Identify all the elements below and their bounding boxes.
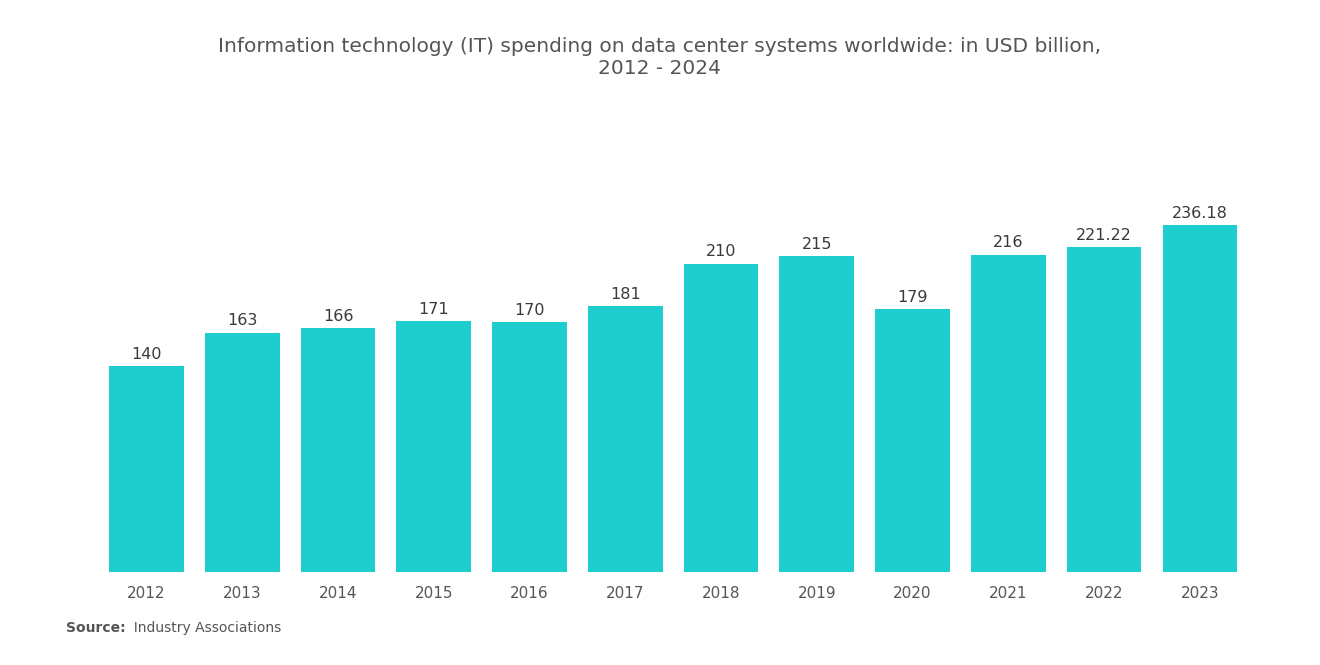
Text: 171: 171 [418,301,449,317]
Bar [587,307,663,572]
Bar [396,321,471,572]
Text: 181: 181 [610,287,640,302]
Bar [1163,225,1237,572]
Text: 179: 179 [898,290,928,305]
Bar [684,264,759,572]
Text: Industry Associations: Industry Associations [125,621,281,635]
Bar [875,309,950,572]
Text: 140: 140 [131,347,162,362]
Bar [780,257,854,572]
Text: Source:: Source: [66,621,125,635]
Bar [1067,247,1142,572]
Text: 166: 166 [323,309,354,324]
Bar [205,332,280,572]
Text: 236.18: 236.18 [1172,206,1228,221]
Text: 221.22: 221.22 [1076,228,1133,243]
Text: 163: 163 [227,313,257,329]
Text: 170: 170 [515,303,545,318]
Text: 216: 216 [993,235,1023,251]
Bar [301,329,375,572]
Bar [110,366,183,572]
Text: Information technology (IT) spending on data center systems worldwide: in USD bi: Information technology (IT) spending on … [218,37,1102,78]
Bar [972,255,1045,572]
Bar [492,323,566,572]
Text: 210: 210 [706,244,737,259]
Text: 215: 215 [801,237,832,252]
